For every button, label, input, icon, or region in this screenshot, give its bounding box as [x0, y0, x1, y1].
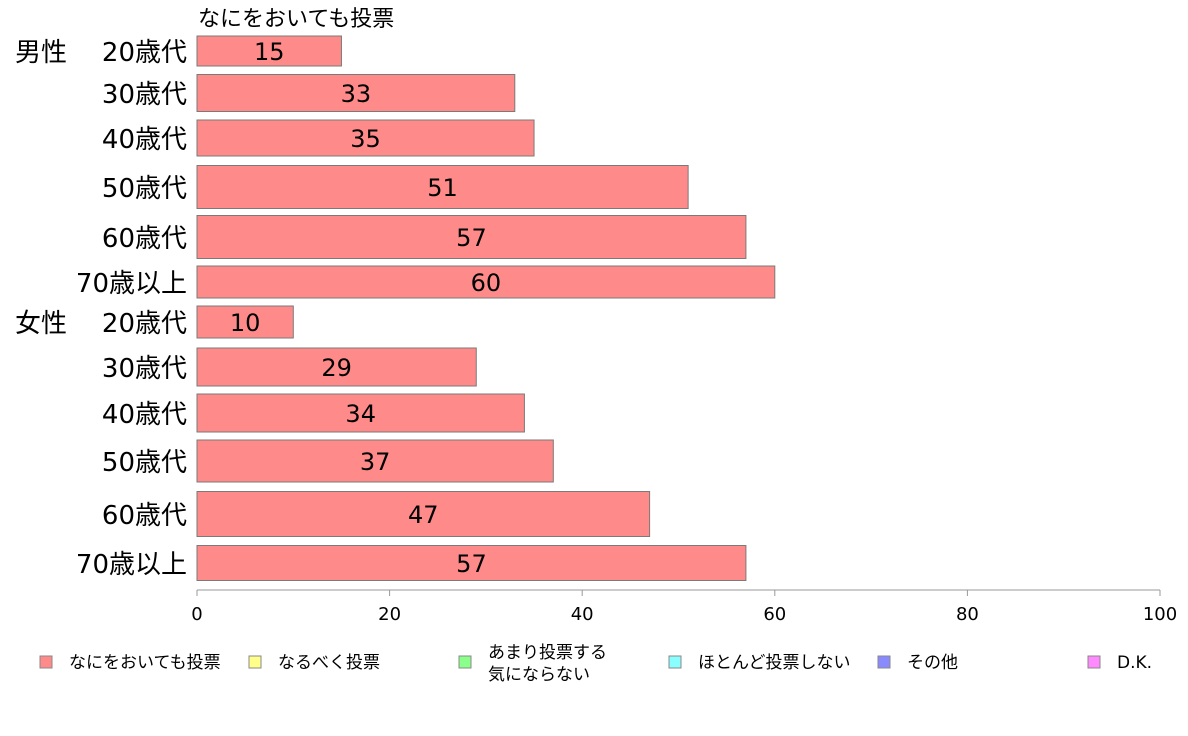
category-label: 60歳代 — [102, 501, 187, 531]
category-label: 70歳以上 — [76, 550, 187, 580]
legend-label: D.K. — [1117, 653, 1152, 673]
bar — [196, 74, 516, 112]
bar-value-label: 10 — [230, 309, 261, 337]
bar — [196, 393, 525, 433]
category-label: 20歳代 — [102, 309, 187, 339]
bar — [196, 215, 747, 259]
bar — [196, 35, 342, 67]
legend-label: その他 — [907, 653, 958, 673]
legend-swatch — [1087, 655, 1101, 669]
group-label: 女性 — [15, 309, 67, 339]
x-tick-label: 60 — [763, 604, 786, 625]
legend-label: ほとんど投票しない — [698, 653, 851, 673]
bars-layer: 15 33 35 51 57 60 10 29 34 37 47 57 — [196, 35, 776, 581]
bar-value-label: 57 — [456, 224, 487, 252]
category-labels-layer: 20歳代男性30歳代40歳代50歳代60歳代70歳以上20歳代女性30歳代40歳… — [15, 38, 187, 580]
x-tick-label: 0 — [191, 604, 202, 625]
bar-value-label: 35 — [350, 125, 381, 153]
bar-value-label: 51 — [427, 174, 458, 202]
bar-value-label: 34 — [345, 400, 376, 428]
category-label: 50歳代 — [102, 448, 187, 478]
category-label: 30歳代 — [102, 80, 187, 110]
category-label: 60歳代 — [102, 224, 187, 254]
category-label: 50歳代 — [102, 174, 187, 204]
category-label: 30歳代 — [102, 354, 187, 384]
bar-value-label: 33 — [341, 80, 372, 108]
category-label: 40歳代 — [102, 400, 187, 430]
x-tick-label: 20 — [378, 604, 401, 625]
legend-swatch — [668, 655, 682, 669]
bar — [196, 545, 747, 581]
bar — [196, 119, 535, 157]
bar-value-label: 57 — [456, 550, 487, 578]
bar — [196, 347, 477, 387]
bar-value-label: 47 — [408, 501, 439, 529]
bar-value-label: 37 — [360, 448, 391, 476]
x-tick-label: 80 — [956, 604, 979, 625]
bar-value-label: 29 — [321, 354, 352, 382]
x-axis: 0 20 40 60 80 100 — [191, 589, 1177, 625]
legend: なにをおいても投票 なるべく投票 あまり投票する気にならない ほとんど投票しない その他… — [39, 643, 1152, 685]
category-label: 20歳代 — [102, 38, 187, 68]
group-label: 男性 — [15, 38, 67, 68]
bar — [196, 265, 776, 299]
series-title: なにをおいても投票 — [198, 7, 394, 32]
legend-label: なにをおいても投票 — [69, 653, 221, 673]
bar — [196, 439, 554, 483]
legend-swatch — [39, 655, 53, 669]
legend-swatch — [877, 655, 891, 669]
bar — [196, 165, 689, 209]
bar-value-label: 15 — [254, 38, 285, 66]
bar — [196, 491, 651, 537]
legend-swatch — [458, 655, 472, 669]
bar — [196, 305, 294, 339]
legend-label: なるべく投票 — [278, 653, 380, 673]
bar-value-label: 60 — [471, 269, 502, 297]
legend-label: あまり投票する気にならない — [488, 643, 607, 685]
x-tick-label: 40 — [571, 604, 594, 625]
legend-swatch — [248, 655, 262, 669]
category-label: 40歳代 — [102, 125, 187, 155]
x-tick-label: 100 — [1143, 604, 1177, 625]
category-label: 70歳以上 — [76, 269, 187, 299]
